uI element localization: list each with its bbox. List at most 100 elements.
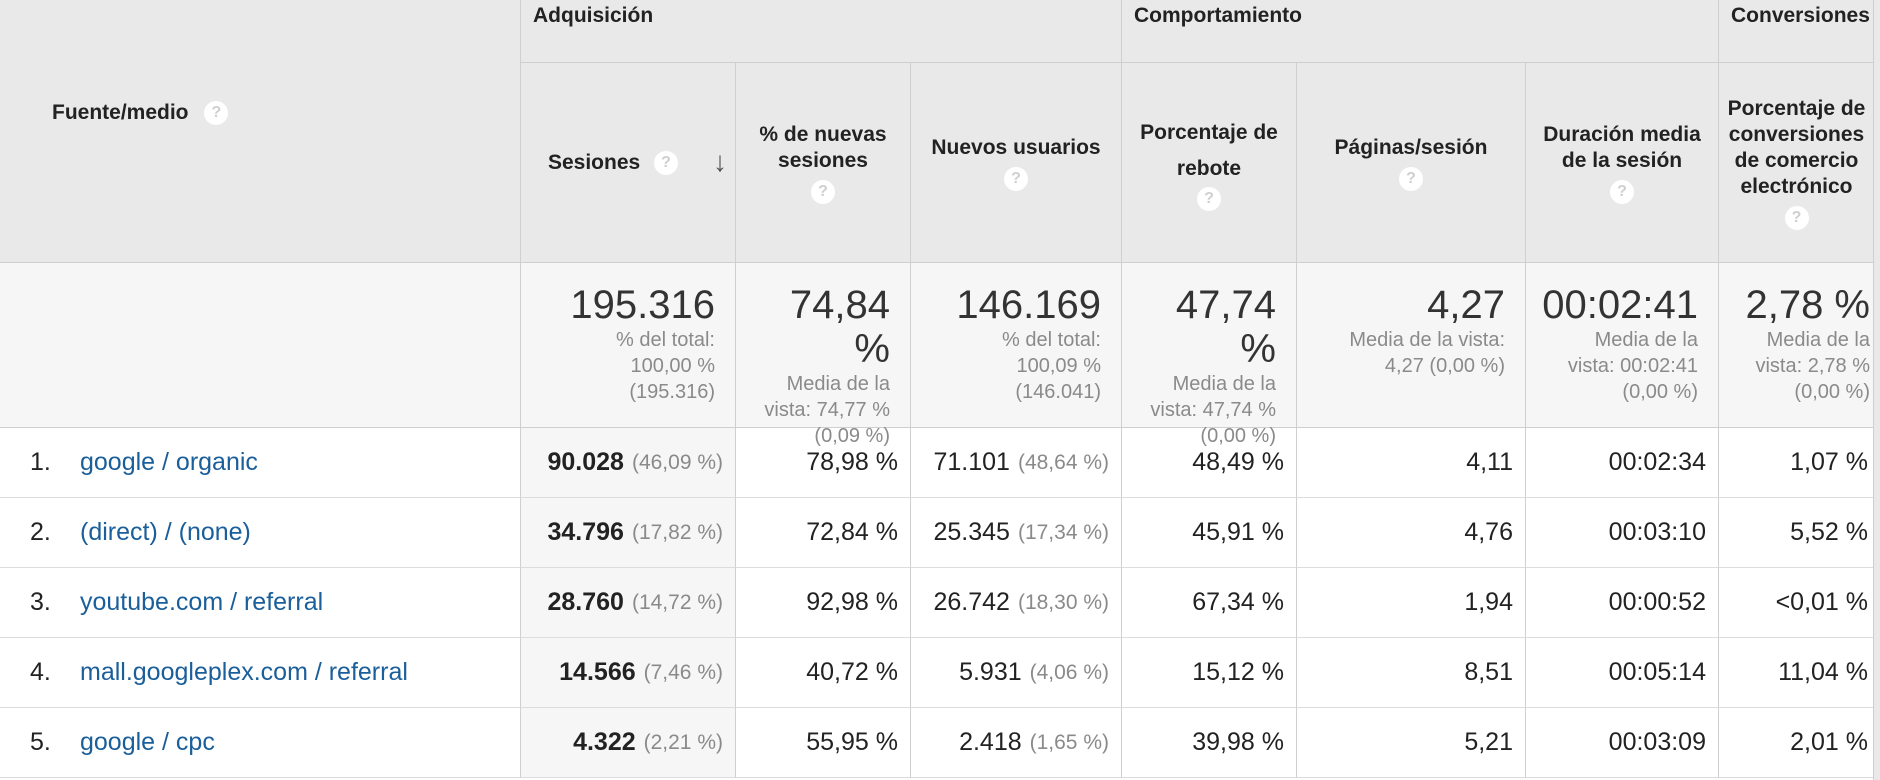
source-link[interactable]: google / cpc: [80, 728, 215, 756]
totals-label-cell: [0, 263, 520, 428]
row-ecommerce-conversion: <0,01 %: [1775, 588, 1868, 616]
row-bounce-rate-cell: 67,34 %: [1121, 568, 1296, 638]
column-label-source-medium: Fuente/medio: [52, 101, 189, 124]
row-bounce-rate: 39,98 %: [1192, 728, 1284, 756]
sort-descending-icon[interactable]: ↓: [713, 146, 727, 177]
row-new-sessions-pct: 55,95 %: [806, 728, 898, 756]
help-icon[interactable]: ?: [654, 150, 679, 175]
row-avg-duration-cell: 00:05:14: [1525, 638, 1718, 708]
row-source-cell: 5. google / cpc: [0, 708, 520, 778]
row-new-users-pct: (1,65 %): [1029, 730, 1109, 754]
totals-sessions-sub: % del total: 100,00 % (195.316): [616, 329, 715, 403]
totals-pages-session-value: 4,27: [1427, 283, 1505, 327]
row-new-users-cell: 2.418 (1,65 %): [910, 708, 1121, 778]
row-ecommerce-conversion-cell: 5,52 %: [1718, 498, 1880, 568]
row-source-cell: 2. (direct) / (none): [0, 498, 520, 568]
row-new-users-value: 2.418: [959, 728, 1022, 756]
row-sessions-value: 4.322: [573, 728, 636, 756]
row-sessions-value: 34.796: [547, 518, 624, 546]
column-header-new-users[interactable]: Nuevos usuarios ?: [910, 63, 1121, 263]
row-pages-session: 4,11: [1466, 448, 1513, 476]
row-sessions-cell: 4.322 (2,21 %): [520, 708, 735, 778]
row-sessions-pct: (2,21 %): [643, 730, 723, 754]
row-new-sessions-pct-cell: 40,72 %: [735, 638, 910, 708]
totals-ecommerce-conversion-sub: Media de la vista: 2,78 % (0,00 %): [1755, 329, 1870, 403]
totals-avg-duration-sub: Media de la vista: 00:02:41 (0,00 %): [1567, 329, 1698, 403]
row-pages-session-cell: 4,76: [1296, 498, 1525, 568]
totals-bounce-rate-sub: Media de la vista: 47,74 % (0,00 %): [1150, 373, 1276, 447]
row-avg-duration: 00:05:14: [1608, 658, 1706, 686]
group-header-acquisition: Adquisición: [520, 0, 1121, 63]
help-icon[interactable]: ?: [1197, 186, 1221, 211]
row-bounce-rate: 45,91 %: [1192, 518, 1284, 546]
row-bounce-rate: 15,12 %: [1192, 658, 1284, 686]
row-sessions-pct: (46,09 %): [631, 450, 723, 474]
column-header-avg-duration[interactable]: Duración media de la sesión ?: [1525, 63, 1718, 263]
row-avg-duration: 00:00:52: [1608, 588, 1706, 616]
row-pages-session: 1,94: [1464, 588, 1513, 616]
row-rank: 1.: [30, 448, 51, 476]
row-ecommerce-conversion-cell: 11,04 %: [1718, 638, 1880, 708]
help-icon[interactable]: ?: [1004, 166, 1028, 191]
help-icon[interactable]: ?: [204, 101, 229, 126]
row-sessions-cell: 90.028 (46,09 %): [520, 428, 735, 498]
column-header-source-medium[interactable]: Fuente/medio ?: [0, 0, 520, 263]
totals-new-sessions-pct-sub: Media de la vista: 74,77 % (0,09 %): [764, 373, 890, 447]
row-new-sessions-pct-cell: 92,98 %: [735, 568, 910, 638]
row-bounce-rate: 67,34 %: [1192, 588, 1284, 616]
horizontal-scroll-edge[interactable]: [1873, 0, 1880, 780]
totals-bounce-rate: 47,74 % Media de la vista: 47,74 % (0,00…: [1121, 263, 1296, 447]
row-sessions-pct: (7,46 %): [643, 660, 723, 684]
row-pages-session: 4,76: [1464, 518, 1513, 546]
column-header-sessions[interactable]: Sesiones ? ↓: [520, 63, 735, 263]
source-medium-header-wrap: Fuente/medio ?: [52, 100, 229, 126]
row-new-users-pct: (4,06 %): [1029, 660, 1109, 684]
group-label-behavior: Comportamiento: [1134, 4, 1302, 27]
row-avg-duration-cell: 00:00:52: [1525, 568, 1718, 638]
row-ecommerce-conversion: 11,04 %: [1778, 658, 1868, 686]
source-link[interactable]: (direct) / (none): [80, 518, 251, 546]
help-icon[interactable]: ?: [1784, 205, 1809, 230]
column-header-new-sessions-pct[interactable]: % de nuevas sesiones ?: [735, 63, 910, 263]
source-link[interactable]: google / organic: [80, 448, 258, 476]
totals-new-sessions-pct: 74,84 % Media de la vista: 74,77 % (0,09…: [735, 263, 910, 447]
column-header-ecommerce-conversion[interactable]: Porcentaje de conversiones de comercio e…: [1718, 63, 1874, 263]
row-avg-duration: 00:03:10: [1608, 518, 1706, 546]
row-sessions-cell: 34.796 (17,82 %): [520, 498, 735, 568]
column-label-ecommerce-conversion: Porcentaje de conversiones de comercio e…: [1727, 96, 1866, 198]
column-label-new-sessions-pct: % de nuevas sesiones: [759, 122, 887, 172]
row-source-cell: 1. google / organic: [0, 428, 520, 498]
column-header-bounce-rate[interactable]: Porcentaje de rebote ?: [1121, 63, 1296, 263]
totals-new-users-sub: % del total: 100,09 % (146.041): [1002, 329, 1101, 403]
row-new-users-cell: 25.345 (17,34 %): [910, 498, 1121, 568]
row-ecommerce-conversion-cell: 2,01 %: [1718, 708, 1880, 778]
help-icon[interactable]: ?: [811, 179, 835, 204]
source-link[interactable]: mall.googleplex.com / referral: [80, 658, 408, 686]
row-bounce-rate-cell: 39,98 %: [1121, 708, 1296, 778]
sessions-header-wrap: Sesiones ?: [548, 150, 679, 176]
column-header-pages-session[interactable]: Páginas/sesión ?: [1296, 63, 1525, 263]
row-new-sessions-pct-cell: 55,95 %: [735, 708, 910, 778]
help-icon[interactable]: ?: [1399, 166, 1423, 191]
row-new-users-cell: 71.101 (48,64 %): [910, 428, 1121, 498]
totals-sessions: 195.316 % del total: 100,00 % (195.316): [520, 263, 735, 428]
totals-avg-duration: 00:02:41 Media de la vista: 00:02:41 (0,…: [1525, 263, 1718, 428]
row-avg-duration: 00:02:34: [1608, 448, 1706, 476]
source-link[interactable]: youtube.com / referral: [80, 588, 324, 616]
totals-new-users: 146.169 % del total: 100,09 % (146.041): [910, 263, 1121, 428]
totals-sessions-value: 195.316: [570, 283, 715, 327]
row-avg-duration-cell: 00:02:34: [1525, 428, 1718, 498]
row-rank: 3.: [30, 588, 51, 616]
row-new-users-value: 25.345: [933, 518, 1010, 546]
row-new-sessions-pct: 92,98 %: [806, 588, 898, 616]
row-new-users-cell: 26.742 (18,30 %): [910, 568, 1121, 638]
row-pages-session-cell: 1,94: [1296, 568, 1525, 638]
row-sessions-value: 90.028: [547, 448, 624, 476]
row-rank: 2.: [30, 518, 51, 546]
row-new-users-pct: (48,64 %): [1017, 450, 1109, 474]
help-icon[interactable]: ?: [1610, 179, 1634, 204]
row-bounce-rate-cell: 48,49 %: [1121, 428, 1296, 498]
totals-pages-session: 4,27 Media de la vista: 4,27 (0,00 %): [1296, 263, 1525, 428]
column-label-avg-duration: Duración media de la sesión: [1543, 122, 1701, 172]
row-pages-session-cell: 4,11: [1296, 428, 1525, 498]
